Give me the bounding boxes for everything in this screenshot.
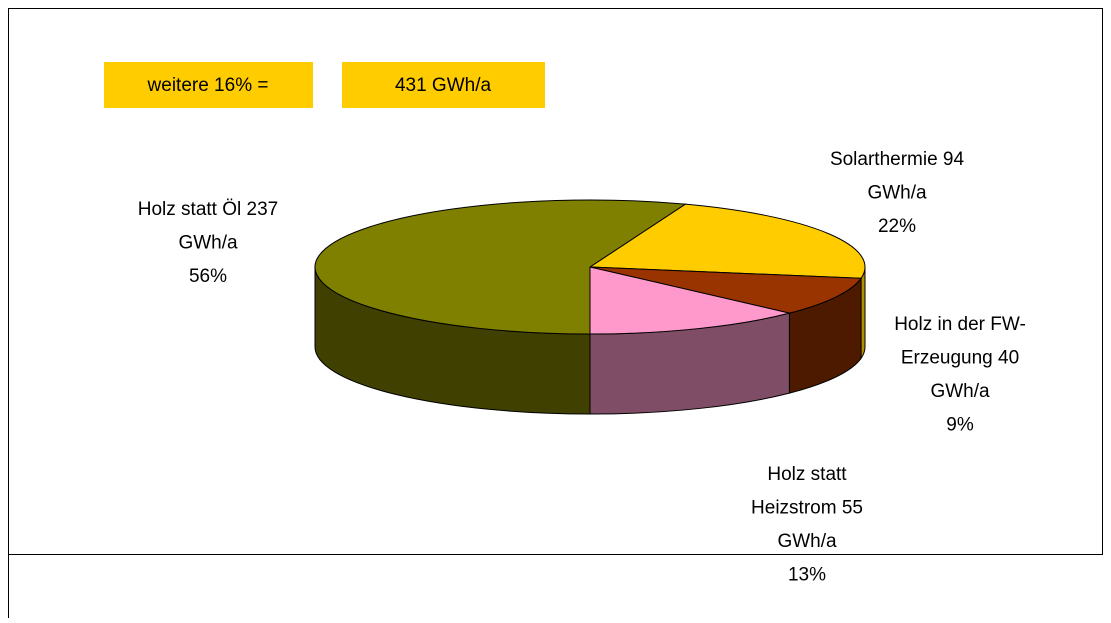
slice-side: [860, 266, 866, 360]
annotation: weitere 16% =: [147, 75, 269, 96]
data-label: GWh/a: [178, 233, 238, 254]
data-label: Holz statt: [767, 464, 847, 485]
data-label: Holz statt Öl 237: [138, 199, 278, 220]
annotation-box: [342, 62, 545, 108]
data-label: Solarthermie 94: [830, 149, 965, 170]
data-label: 13%: [788, 565, 826, 586]
data-label: 9%: [946, 415, 974, 436]
annotation-box: [104, 62, 313, 108]
slice: [589, 266, 862, 314]
slice: [314, 199, 687, 335]
data-label: 22%: [878, 216, 916, 237]
slice: [588, 203, 866, 279]
chart-frame: [8, 8, 1103, 555]
data-label: GWh/a: [777, 531, 837, 552]
data-label: GWh/a: [867, 183, 927, 204]
slice: [589, 266, 790, 335]
data-label: GWh/a: [930, 381, 990, 402]
data-label: 56%: [189, 266, 227, 287]
data-label: Holz in der FW-: [894, 314, 1026, 335]
data-label: Heizstrom 55: [751, 498, 863, 519]
data-label: Erzeugung 40: [901, 348, 1019, 369]
annotation: 431 GWh/a: [395, 75, 492, 96]
